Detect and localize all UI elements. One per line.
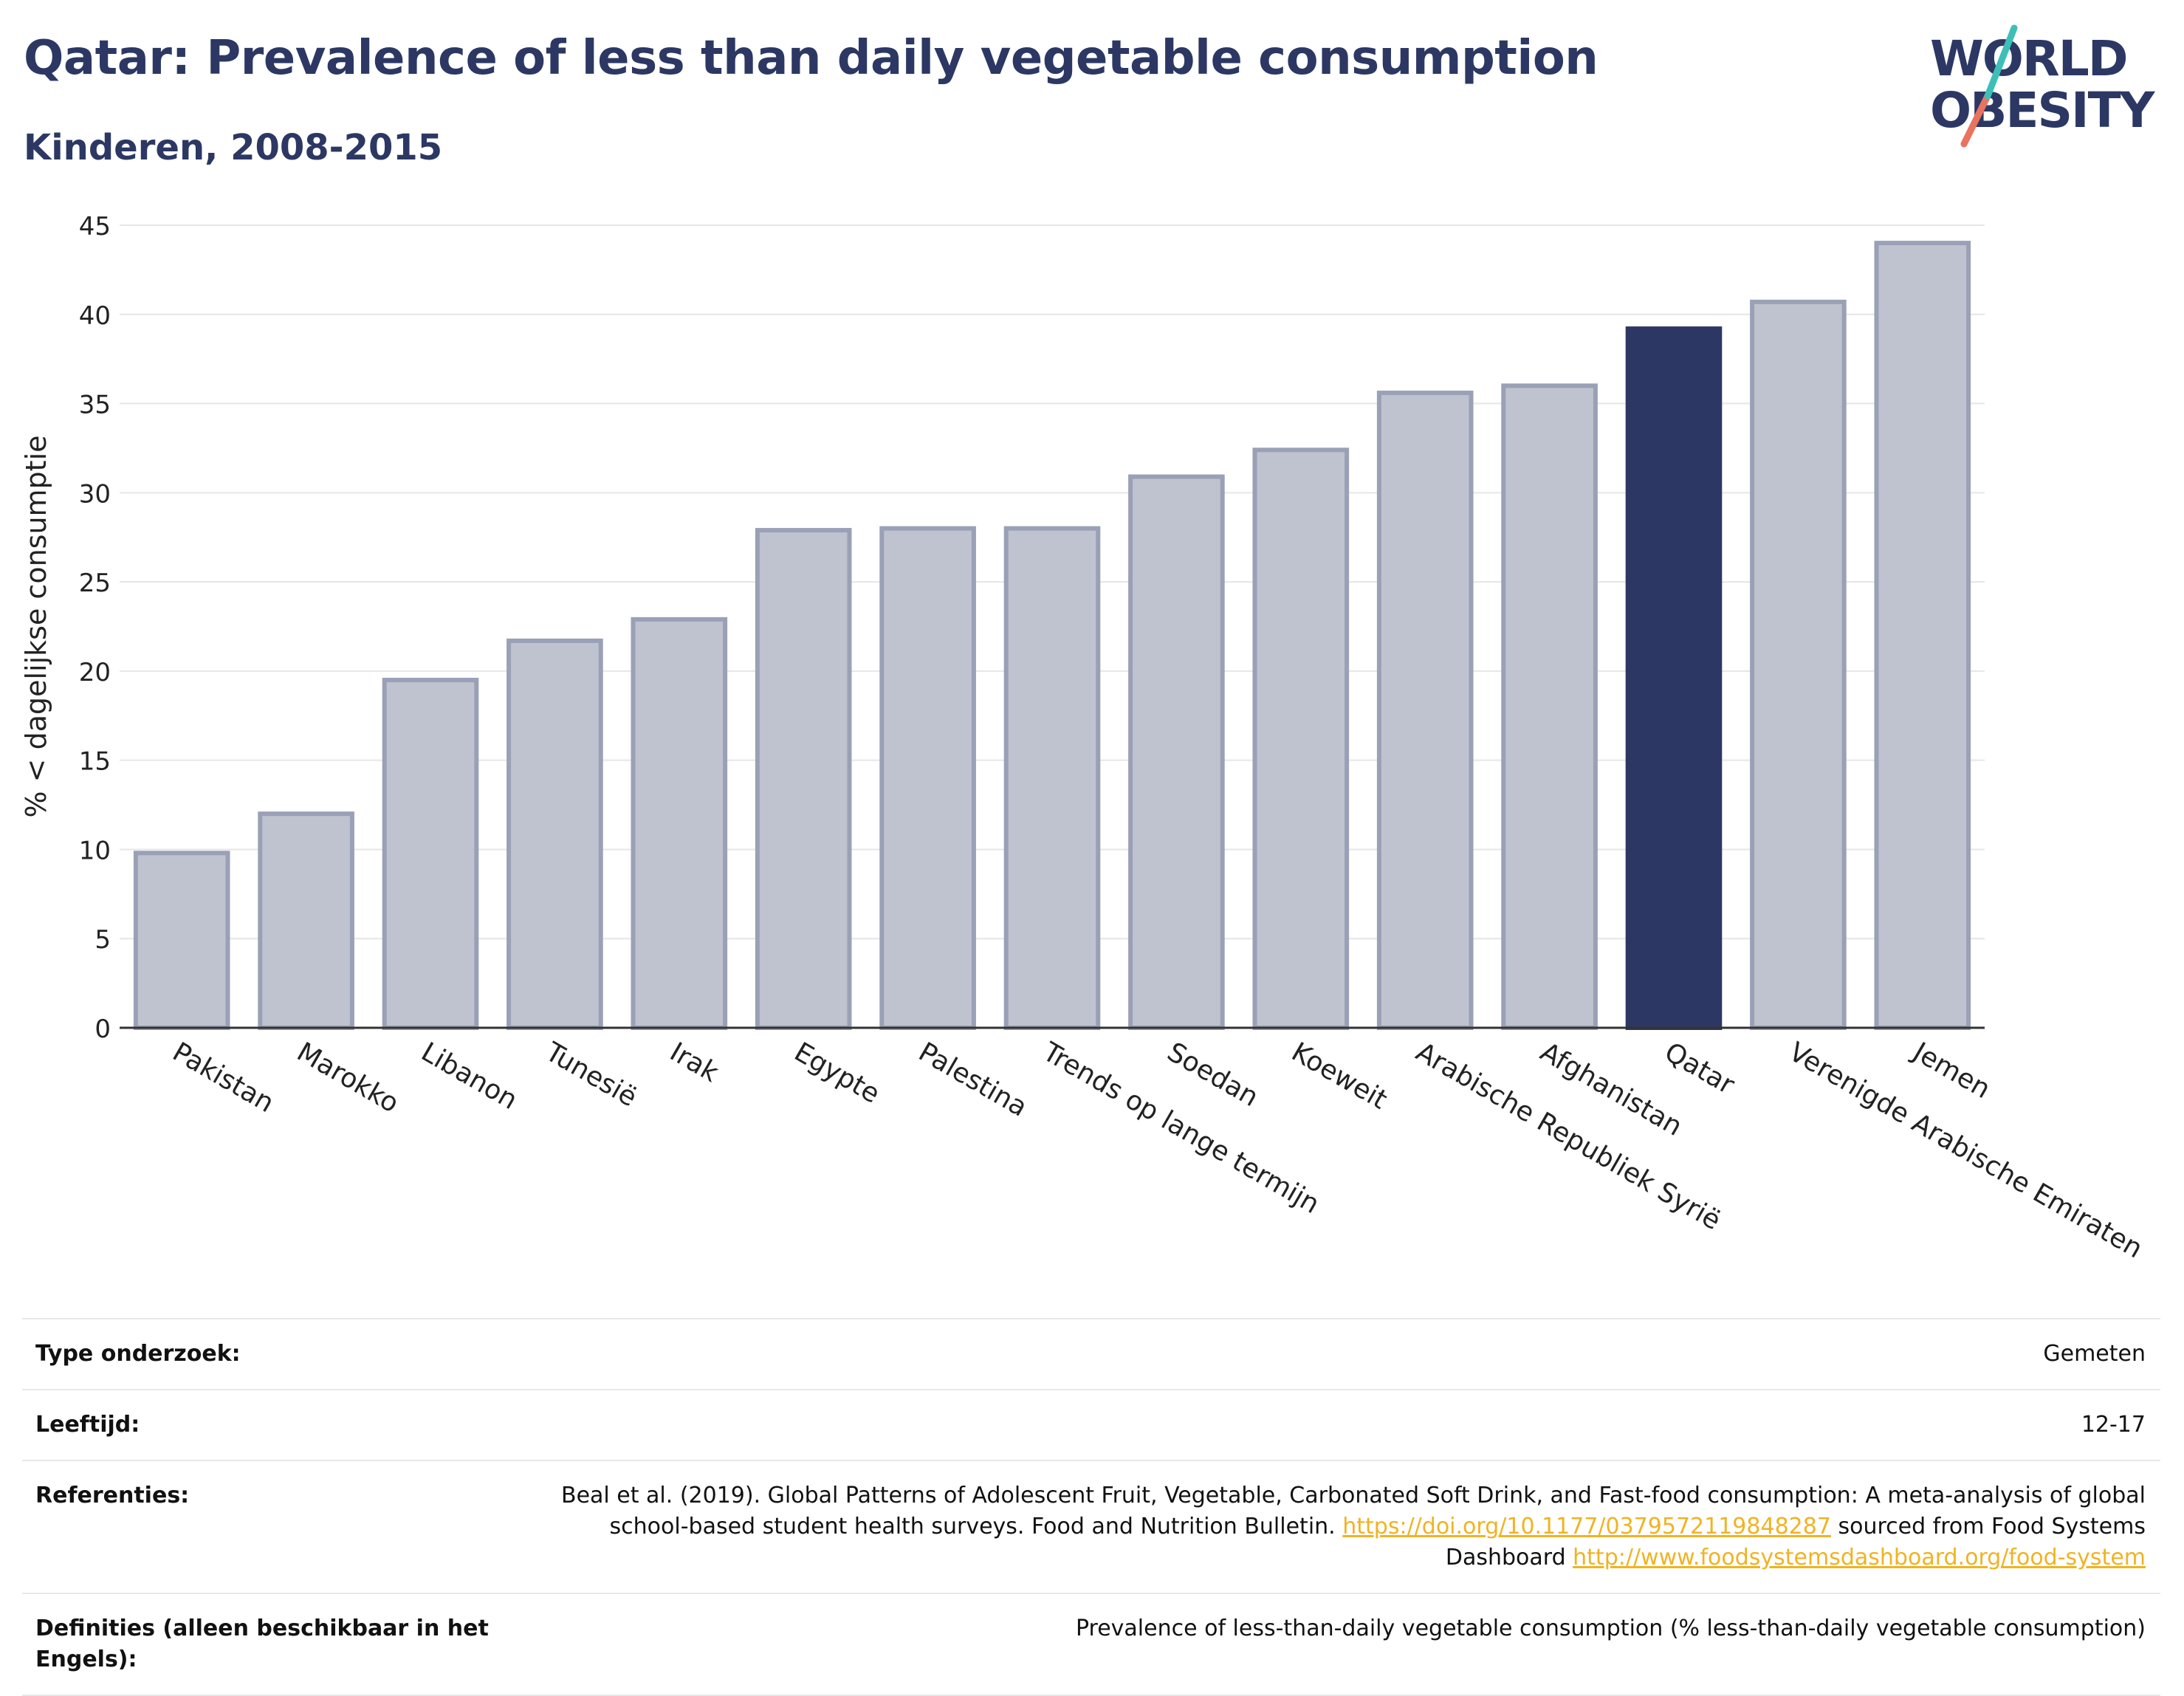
info-value: Prevalence of less-than-daily vegetable … bbox=[1075, 1616, 2146, 1641]
x-tick-label: Tunesië bbox=[540, 1037, 642, 1113]
info-row-survey-type: Type onderzoek: Gemeten bbox=[22, 1318, 2160, 1389]
y-tick-label: 25 bbox=[79, 569, 111, 598]
bar-egypte[interactable] bbox=[755, 528, 852, 1030]
bar-palestina[interactable] bbox=[879, 526, 976, 1030]
bar-marokko[interactable] bbox=[258, 811, 354, 1031]
y-tick-label: 30 bbox=[79, 479, 111, 509]
info-label: Leeftijd: bbox=[35, 1412, 140, 1438]
info-row-definitions: Definities (alleen beschikbaar in het En… bbox=[22, 1593, 2160, 1696]
y-tick-label: 5 bbox=[95, 925, 111, 955]
y-tick-label: 45 bbox=[79, 212, 111, 241]
info-row-references: Referenties: Beal et al. (2019). Global … bbox=[22, 1460, 2160, 1593]
svg-text:OBESITY: OBESITY bbox=[1930, 82, 2156, 139]
reference-text: Beal et al. (2019). Global Patterns of A… bbox=[560, 1483, 2146, 1539]
bar-pakistan[interactable] bbox=[133, 851, 230, 1031]
y-tick-label: 0 bbox=[95, 1014, 111, 1044]
x-tick-label: Qatar bbox=[1660, 1037, 1740, 1100]
x-tick-label: Soedan bbox=[1162, 1037, 1263, 1113]
bar-tunesi-[interactable] bbox=[506, 638, 603, 1030]
x-tick-label: Marokko bbox=[292, 1037, 404, 1119]
reference-text-2: sourced from Food Systems Dashboard bbox=[1445, 1514, 2146, 1570]
doi-link[interactable]: https://doi.org/10.1177/0379572119848287 bbox=[1342, 1514, 1831, 1539]
info-value: Gemeten bbox=[2043, 1341, 2146, 1367]
bar-libanon[interactable] bbox=[382, 677, 479, 1030]
info-label: Type onderzoek: bbox=[35, 1341, 241, 1367]
x-tick-label: Egypte bbox=[789, 1037, 885, 1110]
info-row-age: Leeftijd: 12-17 bbox=[22, 1389, 2160, 1460]
x-tick-label: Koeweit bbox=[1286, 1037, 1392, 1115]
bar-jemen[interactable] bbox=[1874, 241, 1971, 1031]
info-label: Referenties: bbox=[35, 1483, 190, 1508]
bar-chart: 0 5 10 15 20 25 30 35 40 45 Pakistan Marokko Libano… bbox=[20, 212, 2148, 1264]
bar-arabische-republiek-syri-[interactable] bbox=[1376, 391, 1474, 1031]
y-axis-ticks: 0 5 10 15 20 25 30 35 40 45 bbox=[79, 212, 111, 1044]
bar-soedan[interactable] bbox=[1128, 474, 1225, 1030]
y-tick-label: 20 bbox=[79, 658, 111, 687]
svg-text:WORLD: WORLD bbox=[1930, 30, 2127, 87]
bar-afghanistan[interactable] bbox=[1501, 383, 1598, 1030]
y-tick-label: 40 bbox=[79, 301, 111, 331]
x-axis-labels: Pakistan Marokko Libanon Tunesië Irak Egypte P… bbox=[168, 1036, 2148, 1264]
x-tick-label: Palestina bbox=[913, 1037, 1032, 1123]
info-value-references: Beal et al. (2019). Global Patterns of A… bbox=[538, 1480, 2146, 1573]
y-tick-label: 15 bbox=[79, 747, 111, 777]
y-axis-title: % < dagelijkse consumptie bbox=[20, 435, 52, 817]
x-tick-label: Pakistan bbox=[168, 1037, 279, 1119]
info-value: 12-17 bbox=[2081, 1412, 2146, 1438]
y-tick-label: 35 bbox=[79, 391, 111, 420]
chart-bars bbox=[133, 241, 1971, 1031]
y-tick-label: 10 bbox=[79, 836, 111, 865]
bar-irak[interactable] bbox=[631, 617, 728, 1030]
bar-koeweit[interactable] bbox=[1252, 447, 1350, 1030]
info-table: Type onderzoek: Gemeten Leeftijd: 12-17 … bbox=[22, 1318, 2160, 1696]
x-tick-label: Irak bbox=[665, 1037, 724, 1088]
page-title: Qatar: Prevalence of less than daily veg… bbox=[24, 31, 1598, 86]
bar-verenigde-arabische-emiraten[interactable] bbox=[1750, 299, 1847, 1030]
dashboard-link[interactable]: http://www.foodsystemsdashboard.org/food… bbox=[1573, 1545, 2146, 1570]
x-tick-label: Libanon bbox=[416, 1037, 523, 1116]
bar-qatar[interactable] bbox=[1625, 326, 1723, 1030]
bar-trends-op-lange-termijn[interactable] bbox=[1003, 526, 1101, 1030]
x-tick-label: Jemen bbox=[1907, 1036, 1996, 1105]
info-label: Definities (alleen beschikbaar in het En… bbox=[35, 1616, 489, 1672]
world-obesity-logo: WORLD OBESITY bbox=[1930, 24, 2157, 148]
page-subtitle: Kinderen, 2008-2015 bbox=[24, 127, 443, 168]
